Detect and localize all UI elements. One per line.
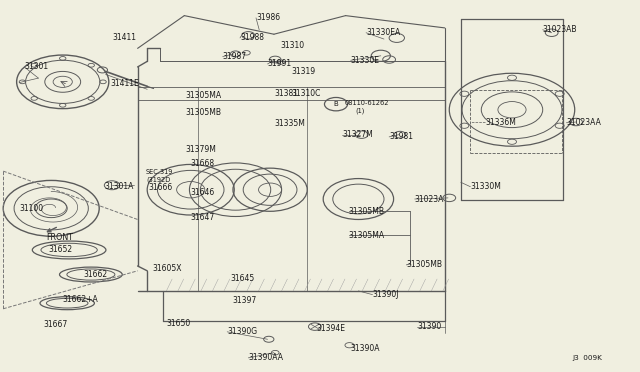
Text: J3  009K: J3 009K bbox=[573, 355, 603, 361]
Text: 31330M: 31330M bbox=[470, 182, 501, 191]
Text: 31023AB: 31023AB bbox=[543, 25, 577, 34]
Text: SEC.319: SEC.319 bbox=[146, 169, 173, 175]
Text: 31336M: 31336M bbox=[485, 118, 516, 126]
Text: 31023AA: 31023AA bbox=[566, 118, 601, 127]
Text: 08110-61262: 08110-61262 bbox=[344, 100, 389, 106]
Text: 31100: 31100 bbox=[19, 204, 44, 213]
Text: 31390J: 31390J bbox=[372, 290, 399, 299]
Text: 31411E: 31411E bbox=[111, 79, 140, 88]
Text: 31390: 31390 bbox=[417, 322, 442, 331]
Text: 31411: 31411 bbox=[112, 33, 136, 42]
Text: 31310: 31310 bbox=[280, 41, 305, 50]
Text: 31645: 31645 bbox=[230, 274, 255, 283]
Text: 31390G: 31390G bbox=[227, 327, 257, 336]
Text: 31666: 31666 bbox=[148, 183, 173, 192]
Text: 31986: 31986 bbox=[256, 13, 280, 22]
Text: 31991: 31991 bbox=[268, 60, 292, 68]
Text: 31023A: 31023A bbox=[415, 195, 444, 203]
Text: 31605X: 31605X bbox=[152, 264, 182, 273]
Text: 31988: 31988 bbox=[240, 33, 264, 42]
Text: B: B bbox=[333, 101, 339, 107]
Text: 31987: 31987 bbox=[223, 52, 247, 61]
Text: 31981: 31981 bbox=[389, 132, 413, 141]
Text: 31379M: 31379M bbox=[186, 145, 216, 154]
Text: 31652: 31652 bbox=[48, 246, 72, 254]
Text: FRONT: FRONT bbox=[46, 233, 73, 242]
Text: 31381: 31381 bbox=[274, 89, 298, 98]
Text: 31668: 31668 bbox=[191, 159, 215, 168]
Text: 31662+A: 31662+A bbox=[63, 295, 99, 304]
Text: 31310C: 31310C bbox=[291, 89, 321, 98]
Text: 31647: 31647 bbox=[191, 213, 215, 222]
Text: 31305MB: 31305MB bbox=[406, 260, 442, 269]
Text: 31305MA: 31305MA bbox=[349, 231, 385, 240]
Text: 31305MB: 31305MB bbox=[186, 108, 221, 117]
Text: 31397: 31397 bbox=[232, 296, 257, 305]
Text: 31394E: 31394E bbox=[317, 324, 346, 333]
Text: 31390AA: 31390AA bbox=[248, 353, 284, 362]
Text: (3192D: (3192D bbox=[146, 176, 170, 183]
Text: 31301: 31301 bbox=[24, 62, 49, 71]
Text: 31301A: 31301A bbox=[104, 182, 134, 190]
Text: (1): (1) bbox=[355, 108, 365, 114]
Text: 31667: 31667 bbox=[44, 320, 68, 329]
Text: 31319: 31319 bbox=[291, 67, 316, 76]
Text: 31327M: 31327M bbox=[342, 130, 373, 139]
Text: 31305MB: 31305MB bbox=[349, 207, 385, 216]
Text: 31646: 31646 bbox=[191, 188, 215, 197]
Text: 31390A: 31390A bbox=[351, 344, 380, 353]
Text: 31662: 31662 bbox=[83, 270, 108, 279]
Text: 31305MA: 31305MA bbox=[186, 92, 221, 100]
Text: 31335M: 31335M bbox=[274, 119, 305, 128]
Text: 31330EA: 31330EA bbox=[366, 28, 401, 37]
Text: 31650: 31650 bbox=[166, 319, 191, 328]
Text: 31330E: 31330E bbox=[351, 56, 380, 65]
